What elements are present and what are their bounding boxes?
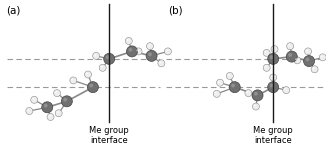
Ellipse shape [321,55,323,57]
Ellipse shape [273,47,274,49]
Ellipse shape [246,91,248,93]
Ellipse shape [213,90,220,97]
Ellipse shape [104,53,115,64]
Ellipse shape [53,90,61,97]
Ellipse shape [311,66,318,73]
Ellipse shape [304,56,315,67]
Ellipse shape [71,78,73,80]
Ellipse shape [146,43,154,50]
Ellipse shape [268,82,279,93]
Ellipse shape [270,84,274,87]
Ellipse shape [313,67,315,69]
Ellipse shape [288,53,292,57]
Ellipse shape [265,66,267,68]
Ellipse shape [49,115,51,117]
Ellipse shape [252,90,263,101]
Ellipse shape [135,48,142,55]
Ellipse shape [283,87,290,94]
Ellipse shape [306,49,308,51]
Ellipse shape [158,60,165,67]
Ellipse shape [146,50,157,61]
Ellipse shape [101,66,103,68]
Ellipse shape [216,79,224,86]
Ellipse shape [164,48,171,55]
Ellipse shape [26,108,33,114]
Ellipse shape [99,64,106,71]
Ellipse shape [271,75,273,77]
Ellipse shape [218,81,220,83]
Ellipse shape [226,73,233,79]
Ellipse shape [294,57,301,64]
Ellipse shape [263,49,270,56]
Ellipse shape [55,110,62,117]
Ellipse shape [128,48,132,52]
Ellipse shape [286,51,297,62]
Ellipse shape [270,74,277,81]
Ellipse shape [94,54,96,56]
Ellipse shape [84,71,92,78]
Ellipse shape [42,102,53,113]
Ellipse shape [215,92,217,94]
Ellipse shape [61,96,72,107]
Ellipse shape [254,92,258,96]
Ellipse shape [57,111,59,113]
Ellipse shape [148,44,150,46]
Ellipse shape [319,54,326,61]
Ellipse shape [159,61,161,63]
Ellipse shape [287,43,294,50]
Ellipse shape [63,98,67,102]
Text: Me group
interface: Me group interface [89,126,129,145]
Ellipse shape [148,52,152,56]
Ellipse shape [31,96,38,103]
Ellipse shape [47,114,54,120]
Ellipse shape [268,53,279,64]
Ellipse shape [245,90,252,97]
Ellipse shape [254,104,256,107]
Ellipse shape [284,88,286,90]
Ellipse shape [106,55,110,59]
Ellipse shape [125,38,132,44]
Text: (b): (b) [168,6,183,16]
Ellipse shape [295,58,297,60]
Ellipse shape [44,104,48,108]
Ellipse shape [126,46,138,57]
Ellipse shape [70,77,77,84]
Ellipse shape [270,55,274,59]
Ellipse shape [89,84,93,87]
Ellipse shape [252,103,259,110]
Ellipse shape [93,52,100,59]
Ellipse shape [137,49,139,51]
Ellipse shape [229,82,240,93]
Ellipse shape [86,72,88,74]
Ellipse shape [263,64,270,71]
Ellipse shape [166,49,168,51]
Ellipse shape [87,82,98,93]
Text: Me group
interface: Me group interface [253,126,293,145]
Text: (a): (a) [7,6,21,16]
Ellipse shape [32,98,34,100]
Ellipse shape [228,74,230,76]
Ellipse shape [127,39,129,41]
Ellipse shape [271,46,278,53]
Ellipse shape [27,109,29,111]
Ellipse shape [288,44,290,46]
Ellipse shape [305,58,309,61]
Ellipse shape [304,48,312,55]
Ellipse shape [231,84,235,87]
Ellipse shape [55,91,57,93]
Ellipse shape [265,51,267,53]
